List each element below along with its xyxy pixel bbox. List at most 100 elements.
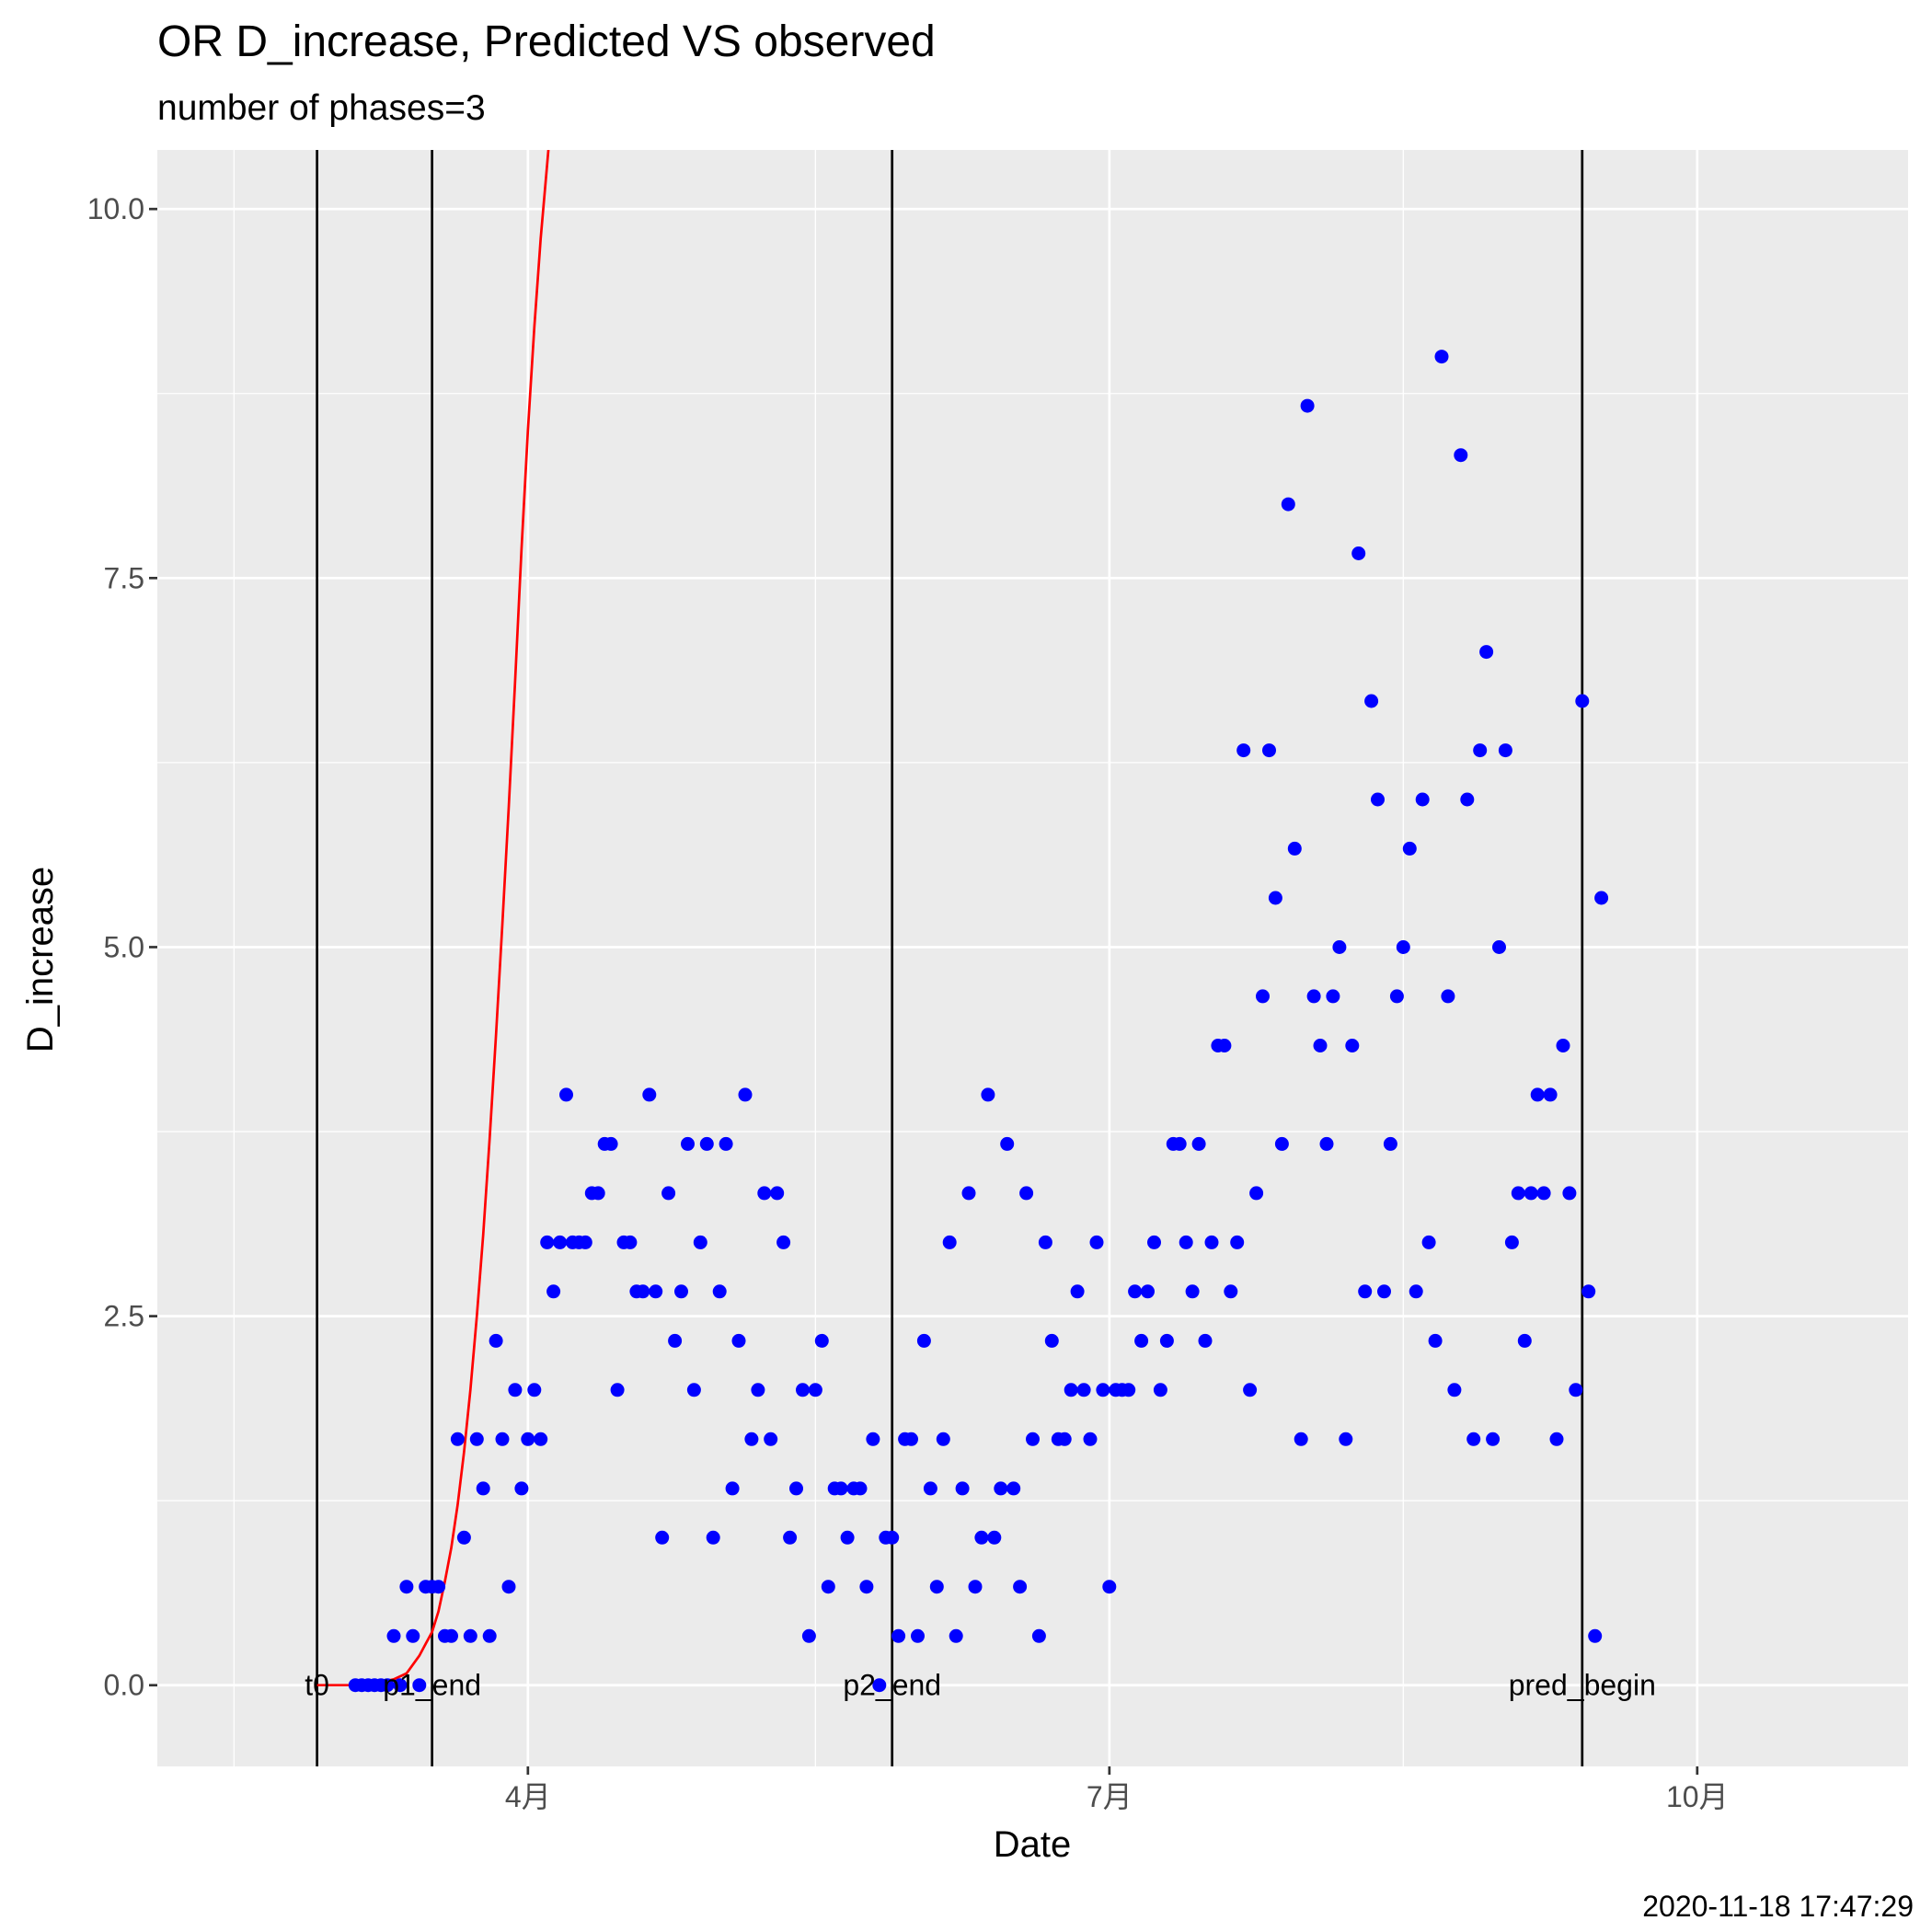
phase-lines	[316, 150, 1584, 1766]
x-axis-title: Date	[994, 1824, 1072, 1865]
data-point	[1300, 398, 1315, 413]
data-point	[1428, 1333, 1443, 1348]
data-point	[974, 1530, 989, 1545]
x-axis: 4月 7月 10月	[505, 1766, 1729, 1813]
data-point	[591, 1186, 605, 1201]
data-point	[1377, 1284, 1391, 1299]
data-point	[1031, 1628, 1046, 1643]
data-point	[1076, 1383, 1091, 1397]
data-point	[706, 1530, 720, 1545]
data-point	[744, 1432, 759, 1446]
data-point	[1294, 1432, 1308, 1446]
data-point	[1402, 841, 1417, 856]
data-point	[1217, 1039, 1232, 1052]
data-point	[1153, 1383, 1167, 1397]
data-point	[559, 1087, 573, 1102]
data-point	[731, 1333, 746, 1348]
data-point	[399, 1580, 414, 1594]
data-point	[1044, 1333, 1059, 1348]
data-point	[789, 1481, 803, 1496]
data-point	[1070, 1284, 1085, 1299]
data-point	[751, 1383, 765, 1397]
data-point	[527, 1383, 542, 1397]
data-point	[1313, 1039, 1328, 1052]
data-point	[1224, 1284, 1238, 1299]
data-point	[968, 1580, 983, 1594]
data-point	[1243, 1383, 1258, 1397]
data-point	[1581, 1284, 1596, 1299]
data-point	[725, 1481, 740, 1496]
data-point	[783, 1530, 798, 1545]
observed-points	[348, 350, 1609, 1693]
data-point	[1121, 1383, 1136, 1397]
data-point	[1351, 546, 1366, 560]
y-tick-label: 10.0	[87, 192, 144, 225]
data-point	[866, 1432, 880, 1446]
data-point	[655, 1530, 670, 1545]
data-point	[1256, 989, 1270, 1004]
data-point	[1524, 1186, 1538, 1201]
data-point	[1517, 1333, 1532, 1348]
data-point	[495, 1432, 510, 1446]
y-tick-label: 5.0	[104, 930, 144, 963]
data-point	[1460, 792, 1475, 807]
data-point	[501, 1580, 516, 1594]
data-point	[604, 1136, 618, 1151]
data-point	[1345, 1039, 1360, 1052]
data-point	[1230, 1235, 1245, 1249]
data-point	[1454, 448, 1468, 463]
data-point	[796, 1383, 810, 1397]
data-point	[942, 1235, 957, 1249]
y-tick-label: 2.5	[104, 1300, 144, 1333]
data-point	[987, 1530, 1002, 1545]
data-point	[1287, 841, 1302, 856]
data-point	[1588, 1628, 1603, 1643]
data-point	[1249, 1186, 1264, 1201]
data-point	[1383, 1136, 1397, 1151]
data-point	[450, 1432, 465, 1446]
data-point	[936, 1432, 950, 1446]
data-point	[1236, 743, 1251, 758]
data-point	[1415, 792, 1430, 807]
data-point	[393, 1678, 408, 1693]
data-point	[1096, 1383, 1110, 1397]
data-point	[636, 1284, 650, 1299]
data-point	[1064, 1383, 1078, 1397]
minor-gridlines	[157, 150, 1908, 1766]
data-point	[681, 1136, 695, 1151]
data-point	[834, 1481, 848, 1496]
data-point	[929, 1580, 944, 1594]
data-point	[1128, 1284, 1143, 1299]
phase-line-label: p2_end	[843, 1669, 941, 1702]
data-point	[853, 1481, 868, 1496]
y-tick-label: 7.5	[104, 561, 144, 594]
data-point	[1569, 1383, 1583, 1397]
data-point	[1504, 1235, 1519, 1249]
data-point	[961, 1186, 976, 1201]
data-point	[1006, 1481, 1021, 1496]
data-point	[431, 1580, 446, 1594]
data-point	[508, 1383, 523, 1397]
timestamp-caption: 2020-11-18 17:47:29	[1642, 1890, 1914, 1923]
data-point	[994, 1481, 1008, 1496]
data-point	[489, 1333, 503, 1348]
data-point	[1185, 1284, 1200, 1299]
data-point	[444, 1628, 458, 1643]
data-point	[911, 1628, 925, 1643]
data-point	[1511, 1186, 1525, 1201]
data-point	[1473, 743, 1488, 758]
data-point	[1498, 743, 1512, 758]
data-point	[1389, 989, 1404, 1004]
data-point	[1492, 940, 1506, 954]
data-point	[649, 1284, 663, 1299]
data-point	[1479, 645, 1494, 660]
data-point	[1274, 1136, 1289, 1151]
y-tick-label: 0.0	[104, 1669, 144, 1702]
data-point	[386, 1628, 401, 1643]
data-point	[1575, 694, 1590, 708]
data-point	[840, 1530, 855, 1545]
data-point	[1306, 989, 1321, 1004]
data-point	[546, 1284, 561, 1299]
y-axis-title: D_increase	[20, 867, 61, 1052]
